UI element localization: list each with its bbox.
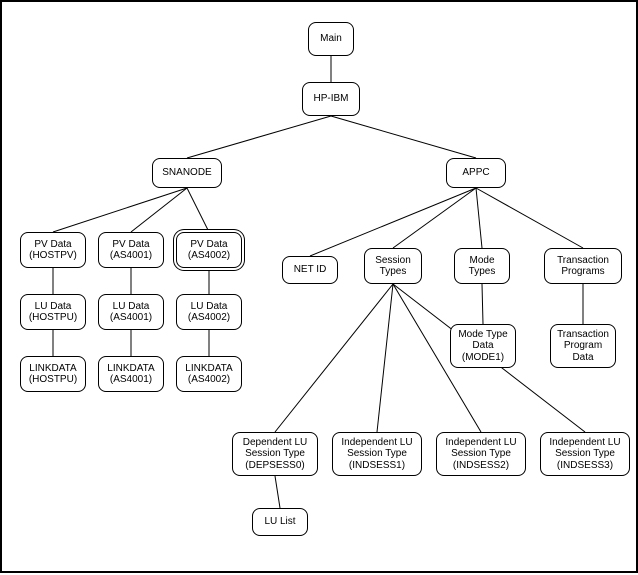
edge-sesst-dep <box>275 284 393 432</box>
node-label: Mode Type Data (MODE1) <box>458 329 507 364</box>
edge-snanode-pv_host <box>53 188 187 232</box>
node-lk_a2: LINKDATA (AS4002) <box>176 356 242 392</box>
node-ind3: Independent LU Session Type (INDSESS3) <box>540 432 630 476</box>
node-label: Independent LU Session Type (INDSESS1) <box>341 437 412 472</box>
node-label: LU Data (AS4001) <box>110 301 152 324</box>
edge-sesst-ind1 <box>377 284 393 432</box>
node-label: Independent LU Session Type (INDSESS2) <box>445 437 516 472</box>
node-label: Transaction Program Data <box>557 329 609 364</box>
edge-snanode-pv_a2 <box>187 188 209 232</box>
node-lulist: LU List <box>252 508 308 536</box>
node-label: Mode Types <box>469 255 496 278</box>
edge-appc-netid <box>310 188 476 256</box>
edge-modet-mtdata <box>482 284 483 324</box>
node-lu_a2: LU Data (AS4002) <box>176 294 242 330</box>
node-label: LINKDATA (AS4002) <box>185 363 232 386</box>
node-label: Independent LU Session Type (INDSESS3) <box>549 437 620 472</box>
node-snanode: SNANODE <box>152 158 222 188</box>
node-ind1: Independent LU Session Type (INDSESS1) <box>332 432 422 476</box>
node-modet: Mode Types <box>454 248 510 284</box>
node-hpibm: HP-IBM <box>302 82 360 116</box>
node-pv_host: PV Data (HOSTPV) <box>20 232 86 268</box>
node-ind2: Independent LU Session Type (INDSESS2) <box>436 432 526 476</box>
node-pv_a2: PV Data (AS4002) <box>176 232 242 268</box>
node-label: NET ID <box>294 264 327 276</box>
node-label: SNANODE <box>162 167 211 179</box>
node-dep: Dependent LU Session Type (DEPSESS0) <box>232 432 318 476</box>
node-netid: NET ID <box>282 256 338 284</box>
node-label: Session Types <box>375 255 411 278</box>
node-pv_a1: PV Data (AS4001) <box>98 232 164 268</box>
node-lu_a1: LU Data (AS4001) <box>98 294 164 330</box>
edge-hpibm-appc <box>331 116 476 158</box>
edge-appc-modet <box>476 188 482 248</box>
node-lk_host: LINKDATA (HOSTPU) <box>20 356 86 392</box>
node-main: Main <box>308 22 354 56</box>
node-label: PV Data (AS4002) <box>188 239 230 262</box>
node-label: Main <box>320 33 342 45</box>
node-label: LU List <box>264 516 295 528</box>
node-label: LU Data (AS4002) <box>188 301 230 324</box>
node-appc: APPC <box>446 158 506 188</box>
node-label: Dependent LU Session Type (DEPSESS0) <box>243 437 308 472</box>
node-txndata: Transaction Program Data <box>550 324 616 368</box>
node-label: PV Data (AS4001) <box>110 239 152 262</box>
node-label: LINKDATA (AS4001) <box>107 363 154 386</box>
node-mtdata: Mode Type Data (MODE1) <box>450 324 516 368</box>
edge-snanode-pv_a1 <box>131 188 187 232</box>
node-txnp: Transaction Programs <box>544 248 622 284</box>
node-lk_a1: LINKDATA (AS4001) <box>98 356 164 392</box>
node-label: HP-IBM <box>314 93 349 105</box>
node-label: LU Data (HOSTPU) <box>29 301 77 324</box>
edge-appc-sesst <box>393 188 476 248</box>
diagram-canvas: Main HP-IBM SNANODE APPC PV Data (HOSTPV) PV … <box>0 0 638 573</box>
edge-dep-lulist <box>275 476 280 508</box>
edge-hpibm-snanode <box>187 116 331 158</box>
node-label: Transaction Programs <box>557 255 609 278</box>
node-label: LINKDATA (HOSTPU) <box>29 363 77 386</box>
node-lu_host: LU Data (HOSTPU) <box>20 294 86 330</box>
node-label: APPC <box>462 167 489 179</box>
node-sesst: Session Types <box>364 248 422 284</box>
node-label: PV Data (HOSTPV) <box>29 239 77 262</box>
edge-appc-txnp <box>476 188 583 248</box>
